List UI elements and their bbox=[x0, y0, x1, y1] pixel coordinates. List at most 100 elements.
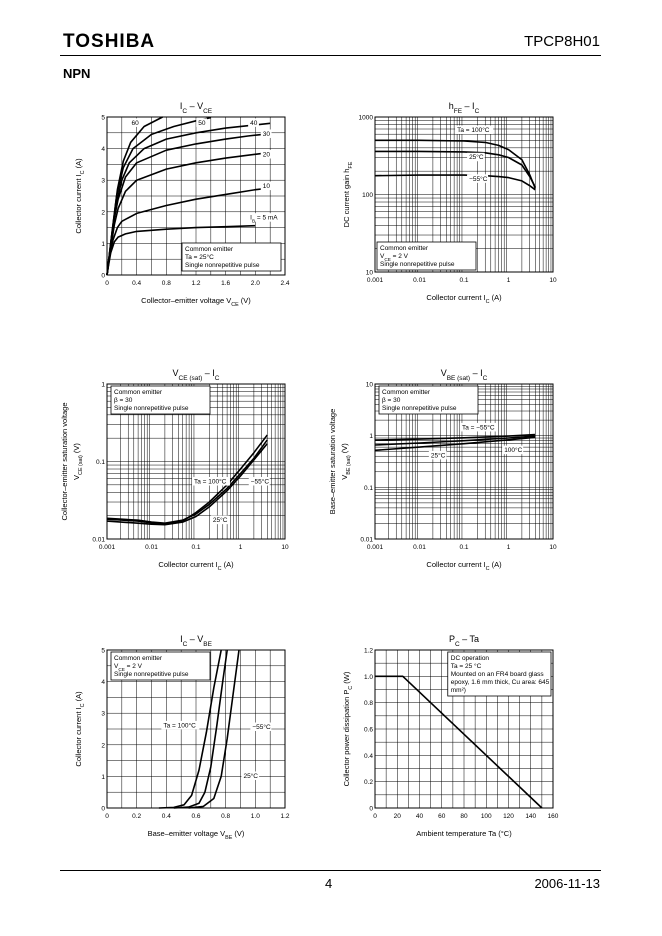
notes-box bbox=[447, 651, 552, 697]
plot-frame bbox=[374, 116, 554, 273]
y-tick-label: 1.0 bbox=[364, 674, 373, 681]
curve-label: Ta = 100°C bbox=[163, 721, 196, 729]
chart-ic-vbe: IC – VBE 0 0.2 0.4 0.6 0.8 1.0 1.2 0 1 2 3 4 5 Base–em… bbox=[74, 634, 290, 841]
notes-box bbox=[110, 385, 211, 415]
notes-line: DC operation bbox=[451, 655, 490, 662]
x-tick-label: 0.4 bbox=[162, 813, 171, 820]
notes-line: Common emitter bbox=[114, 655, 163, 662]
curve-label: Ta = −55°C bbox=[462, 423, 495, 431]
label-bg bbox=[260, 150, 272, 159]
notes-line: epoxy, 1.6 mm thick, Cu area: 645 bbox=[451, 679, 550, 686]
plot-frame bbox=[374, 383, 554, 540]
y-tick-label: 1 bbox=[101, 774, 105, 781]
curve-label: Ta = 100°C bbox=[194, 478, 227, 486]
x-tick-label: 0.001 bbox=[367, 544, 384, 551]
x-tick-label: 0 bbox=[105, 280, 109, 287]
y-tick-label: 0.8 bbox=[364, 700, 373, 707]
series-line bbox=[375, 675, 543, 809]
x-tick-label: 0.1 bbox=[459, 544, 468, 551]
notes-box bbox=[181, 242, 282, 272]
y-tick-label: 0 bbox=[101, 273, 105, 280]
y-tick-label: 4 bbox=[101, 679, 105, 686]
notes-box bbox=[376, 241, 477, 271]
y-tick-label: 4 bbox=[101, 146, 105, 153]
y-tick-label: 1 bbox=[101, 241, 105, 248]
label-bg bbox=[467, 152, 485, 162]
notes-line: VCE = 2 V bbox=[114, 663, 143, 672]
label-bg bbox=[467, 174, 489, 183]
series-line bbox=[106, 443, 268, 526]
x-tick-label: 2.0 bbox=[251, 280, 260, 287]
plot-frame bbox=[374, 649, 554, 809]
x-tick-label: 10 bbox=[281, 544, 289, 551]
curve-label: −55°C bbox=[469, 175, 488, 183]
notes-line: Single nonrepetitive pulse bbox=[382, 405, 457, 412]
x-axis-label: Collector–emitter voltage VCE (V) bbox=[141, 296, 251, 308]
x-tick-label: 0.8 bbox=[162, 280, 171, 287]
notes-line: mm²) bbox=[451, 687, 466, 694]
y-tick-label: 3 bbox=[101, 711, 105, 718]
x-tick-label: 160 bbox=[548, 813, 559, 820]
x-tick-label: 0.6 bbox=[191, 813, 200, 820]
notes-line: Common emitter bbox=[382, 389, 431, 396]
label-bg bbox=[248, 118, 259, 127]
notes-line: β = 30 bbox=[114, 397, 133, 404]
footer-rule bbox=[60, 870, 601, 871]
notes-line: Ta = 25 °C bbox=[451, 662, 482, 670]
notes-line: Single nonrepetitive pulse bbox=[114, 671, 189, 678]
y-tick-label: 1.2 bbox=[364, 648, 373, 655]
x-tick-label: 0 bbox=[105, 813, 109, 820]
y-tick-label: 5 bbox=[101, 648, 105, 655]
x-tick-label: 0.01 bbox=[145, 544, 158, 551]
series-line bbox=[188, 649, 240, 809]
x-tick-label: 100 bbox=[481, 813, 492, 820]
chart-title: PC – Ta bbox=[449, 634, 479, 648]
x-tick-label: 1 bbox=[239, 544, 243, 551]
notes-box bbox=[378, 385, 479, 415]
chart-vcesat-ic: VCE (sat) – IC0.001 0.01 0.1 1 100.010.11Col… bbox=[60, 368, 289, 572]
curve-label: 60 bbox=[131, 120, 139, 127]
y-tick-label: 0.01 bbox=[360, 537, 373, 544]
curve-label: 30 bbox=[263, 131, 271, 138]
chart-title: hFE – IC bbox=[449, 101, 480, 115]
series-line bbox=[374, 433, 536, 441]
notes-line: VCE = 2 V bbox=[380, 253, 409, 262]
y-tick-label: 0 bbox=[369, 806, 373, 813]
notes-line: Common emitter bbox=[380, 245, 429, 252]
y-tick-label: 3 bbox=[101, 178, 105, 185]
label-bg bbox=[191, 477, 230, 486]
y-axis-label: Base–emitter saturation voltage bbox=[328, 409, 337, 514]
x-tick-label: 120 bbox=[503, 813, 514, 820]
label-bg bbox=[196, 118, 208, 127]
x-tick-label: 1.6 bbox=[221, 280, 230, 287]
x-tick-label: 60 bbox=[438, 813, 446, 820]
series-line bbox=[106, 116, 163, 276]
label-bg bbox=[428, 450, 447, 460]
notes-box bbox=[110, 651, 211, 681]
notes-line: β = 30 bbox=[382, 397, 401, 404]
y-tick-label: 100 bbox=[362, 192, 373, 199]
y-tick-label: 10 bbox=[366, 270, 374, 277]
y-tick-label: 1 bbox=[369, 433, 373, 440]
y-tick-label: 0.01 bbox=[92, 537, 105, 544]
curve-label: 25°C bbox=[243, 772, 258, 780]
notes-line: Common emitter bbox=[114, 389, 163, 396]
y-tick-label: 2 bbox=[101, 209, 105, 216]
y-tick-label: 10 bbox=[366, 382, 374, 389]
x-tick-label: 0.8 bbox=[221, 813, 230, 820]
series-line bbox=[375, 150, 537, 188]
x-axis-label: Base–emitter voltage VBE (V) bbox=[148, 829, 245, 841]
x-tick-label: 80 bbox=[460, 813, 468, 820]
y-tick-label: 1000 bbox=[359, 115, 374, 122]
x-axis-label: Collector current IC (A) bbox=[426, 560, 502, 572]
x-tick-label: 0.01 bbox=[413, 277, 426, 284]
y-tick-label: 0.4 bbox=[364, 753, 373, 760]
x-tick-label: 10 bbox=[549, 277, 557, 284]
notes-line: Single nonrepetitive pulse bbox=[185, 262, 260, 269]
y-tick-label: 0.1 bbox=[364, 485, 373, 492]
curve-label: 20 bbox=[263, 152, 271, 159]
x-tick-label: 20 bbox=[394, 813, 402, 820]
curve-label: 25°C bbox=[431, 451, 446, 459]
label-bg bbox=[241, 771, 260, 780]
plot-frame bbox=[106, 383, 286, 540]
